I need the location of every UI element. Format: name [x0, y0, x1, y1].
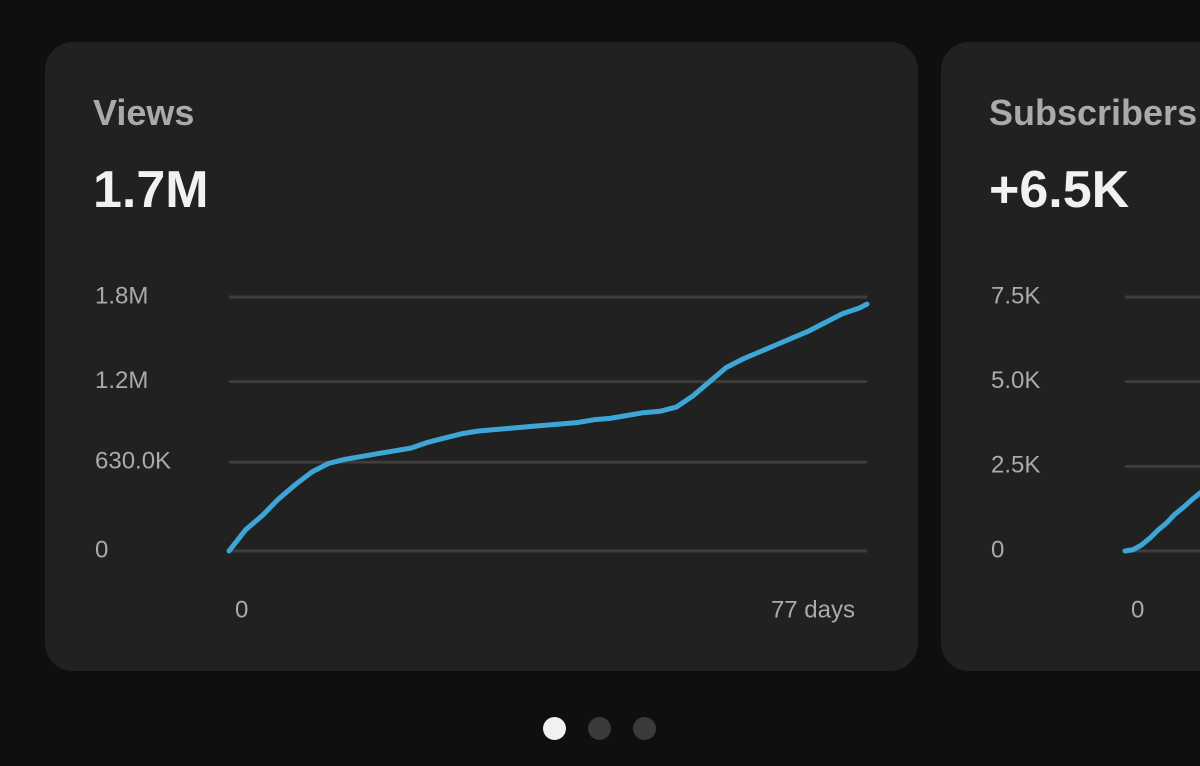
y-tick-label: 0 [95, 536, 108, 563]
y-tick-label: 2.5K [991, 452, 1040, 479]
y-tick-label: 5.0K [991, 367, 1040, 394]
carousel-pagination [543, 717, 656, 740]
x-tick-label: 77 days [771, 596, 855, 623]
subscribers-chart: 7.5K 5.0K 2.5K 0 0 [991, 282, 1200, 623]
views-card[interactable]: Views 1.7M 1.8M 1.2M 630.0K 0 0 77 days [45, 42, 918, 671]
x-tick-label: 0 [1131, 596, 1144, 623]
y-tick-label: 1.8M [95, 282, 148, 309]
subscribers-card[interactable]: Subscribers +6.5K 7.5K 5.0K 2.5K 0 0 [941, 42, 1200, 671]
y-tick-label: 0 [991, 536, 1004, 563]
page-dot-3[interactable] [633, 717, 656, 740]
series-line [1122, 490, 1200, 554]
series-line [226, 301, 870, 554]
y-tick-label: 630.0K [95, 447, 171, 474]
page-dot-1[interactable] [543, 717, 566, 740]
card-value: +6.5K [989, 161, 1130, 219]
card-value: 1.7M [93, 161, 209, 219]
page-dot-2[interactable] [588, 717, 611, 740]
y-tick-label: 1.2M [95, 367, 148, 394]
views-chart: 1.8M 1.2M 630.0K 0 0 77 days [95, 282, 870, 623]
card-title: Views [93, 92, 195, 133]
y-tick-label: 7.5K [991, 282, 1040, 309]
card-title: Subscribers [989, 92, 1198, 133]
x-tick-label: 0 [235, 596, 248, 623]
